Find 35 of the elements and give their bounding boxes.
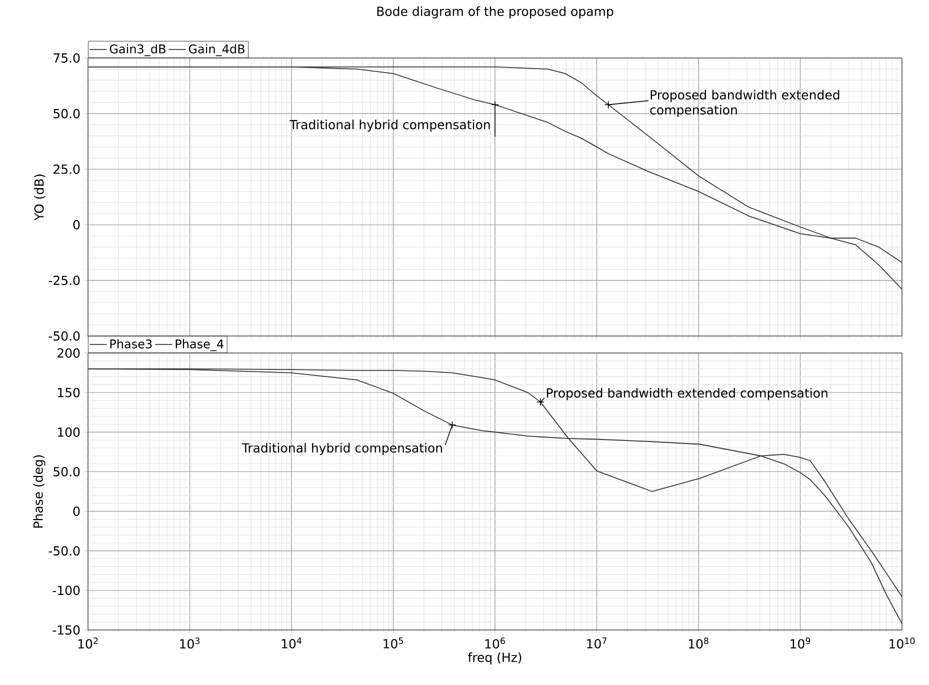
y-tick-label: 100 — [58, 427, 80, 437]
annotation: Proposed bandwidth extended compensation — [546, 388, 828, 400]
y-tick-label: -25.0 — [48, 276, 80, 286]
y-tick-label: 75.0 — [54, 53, 80, 63]
x-tick-label: 10$^{8}$ — [688, 638, 708, 649]
annotation: Traditional hybrid compensation — [242, 442, 442, 456]
y-axis-title: Phase (deg) — [33, 455, 46, 528]
y-tick-label: -50.0 — [48, 331, 80, 341]
y-tick-label: 25.0 — [54, 164, 80, 174]
legend-label: Phase_4 — [176, 339, 224, 352]
y-tick-label: 200 — [58, 348, 80, 358]
y-tick-label: -150 — [52, 625, 80, 635]
annotation: Traditional hybrid compensation — [290, 120, 490, 132]
y-tick-label: 150 — [58, 388, 80, 398]
y-tick-label: -100 — [52, 586, 80, 596]
y-tick-label: 50.0 — [54, 466, 80, 476]
x-tick-label: 10$^{3}$ — [180, 638, 200, 649]
x-tick-label: 10$^{2}$ — [78, 638, 98, 649]
x-tick-label: 10$^{7}$ — [587, 638, 606, 648]
y-tick-label: 0 — [73, 506, 80, 516]
legend-label: Gain_4dB — [188, 44, 244, 56]
x-tick-label: 10$^{10}$ — [890, 638, 915, 649]
chart-title: Bode diagram of the proposed opamp — [377, 6, 614, 18]
x-tick-label: 10$^{9}$ — [790, 638, 810, 649]
y-tick-label: -50.0 — [48, 546, 80, 556]
x-tick-label: 10$^{6}$ — [485, 638, 505, 649]
legend-label: Gain3_dB — [110, 44, 166, 56]
x-axis-title: freq (Hz) — [468, 652, 522, 665]
annotation: Proposed bandwidth extended compensation — [650, 90, 840, 117]
y-tick-label: 50.0 — [54, 108, 80, 118]
y-axis-title: YO (dB) — [34, 174, 46, 221]
y-tick-label: 0 — [73, 220, 80, 230]
legend-label: Phase3 — [110, 339, 152, 348]
x-tick-label: 10$^{4}$ — [282, 638, 302, 648]
x-tick-label: 10$^{5}$ — [384, 638, 403, 648]
